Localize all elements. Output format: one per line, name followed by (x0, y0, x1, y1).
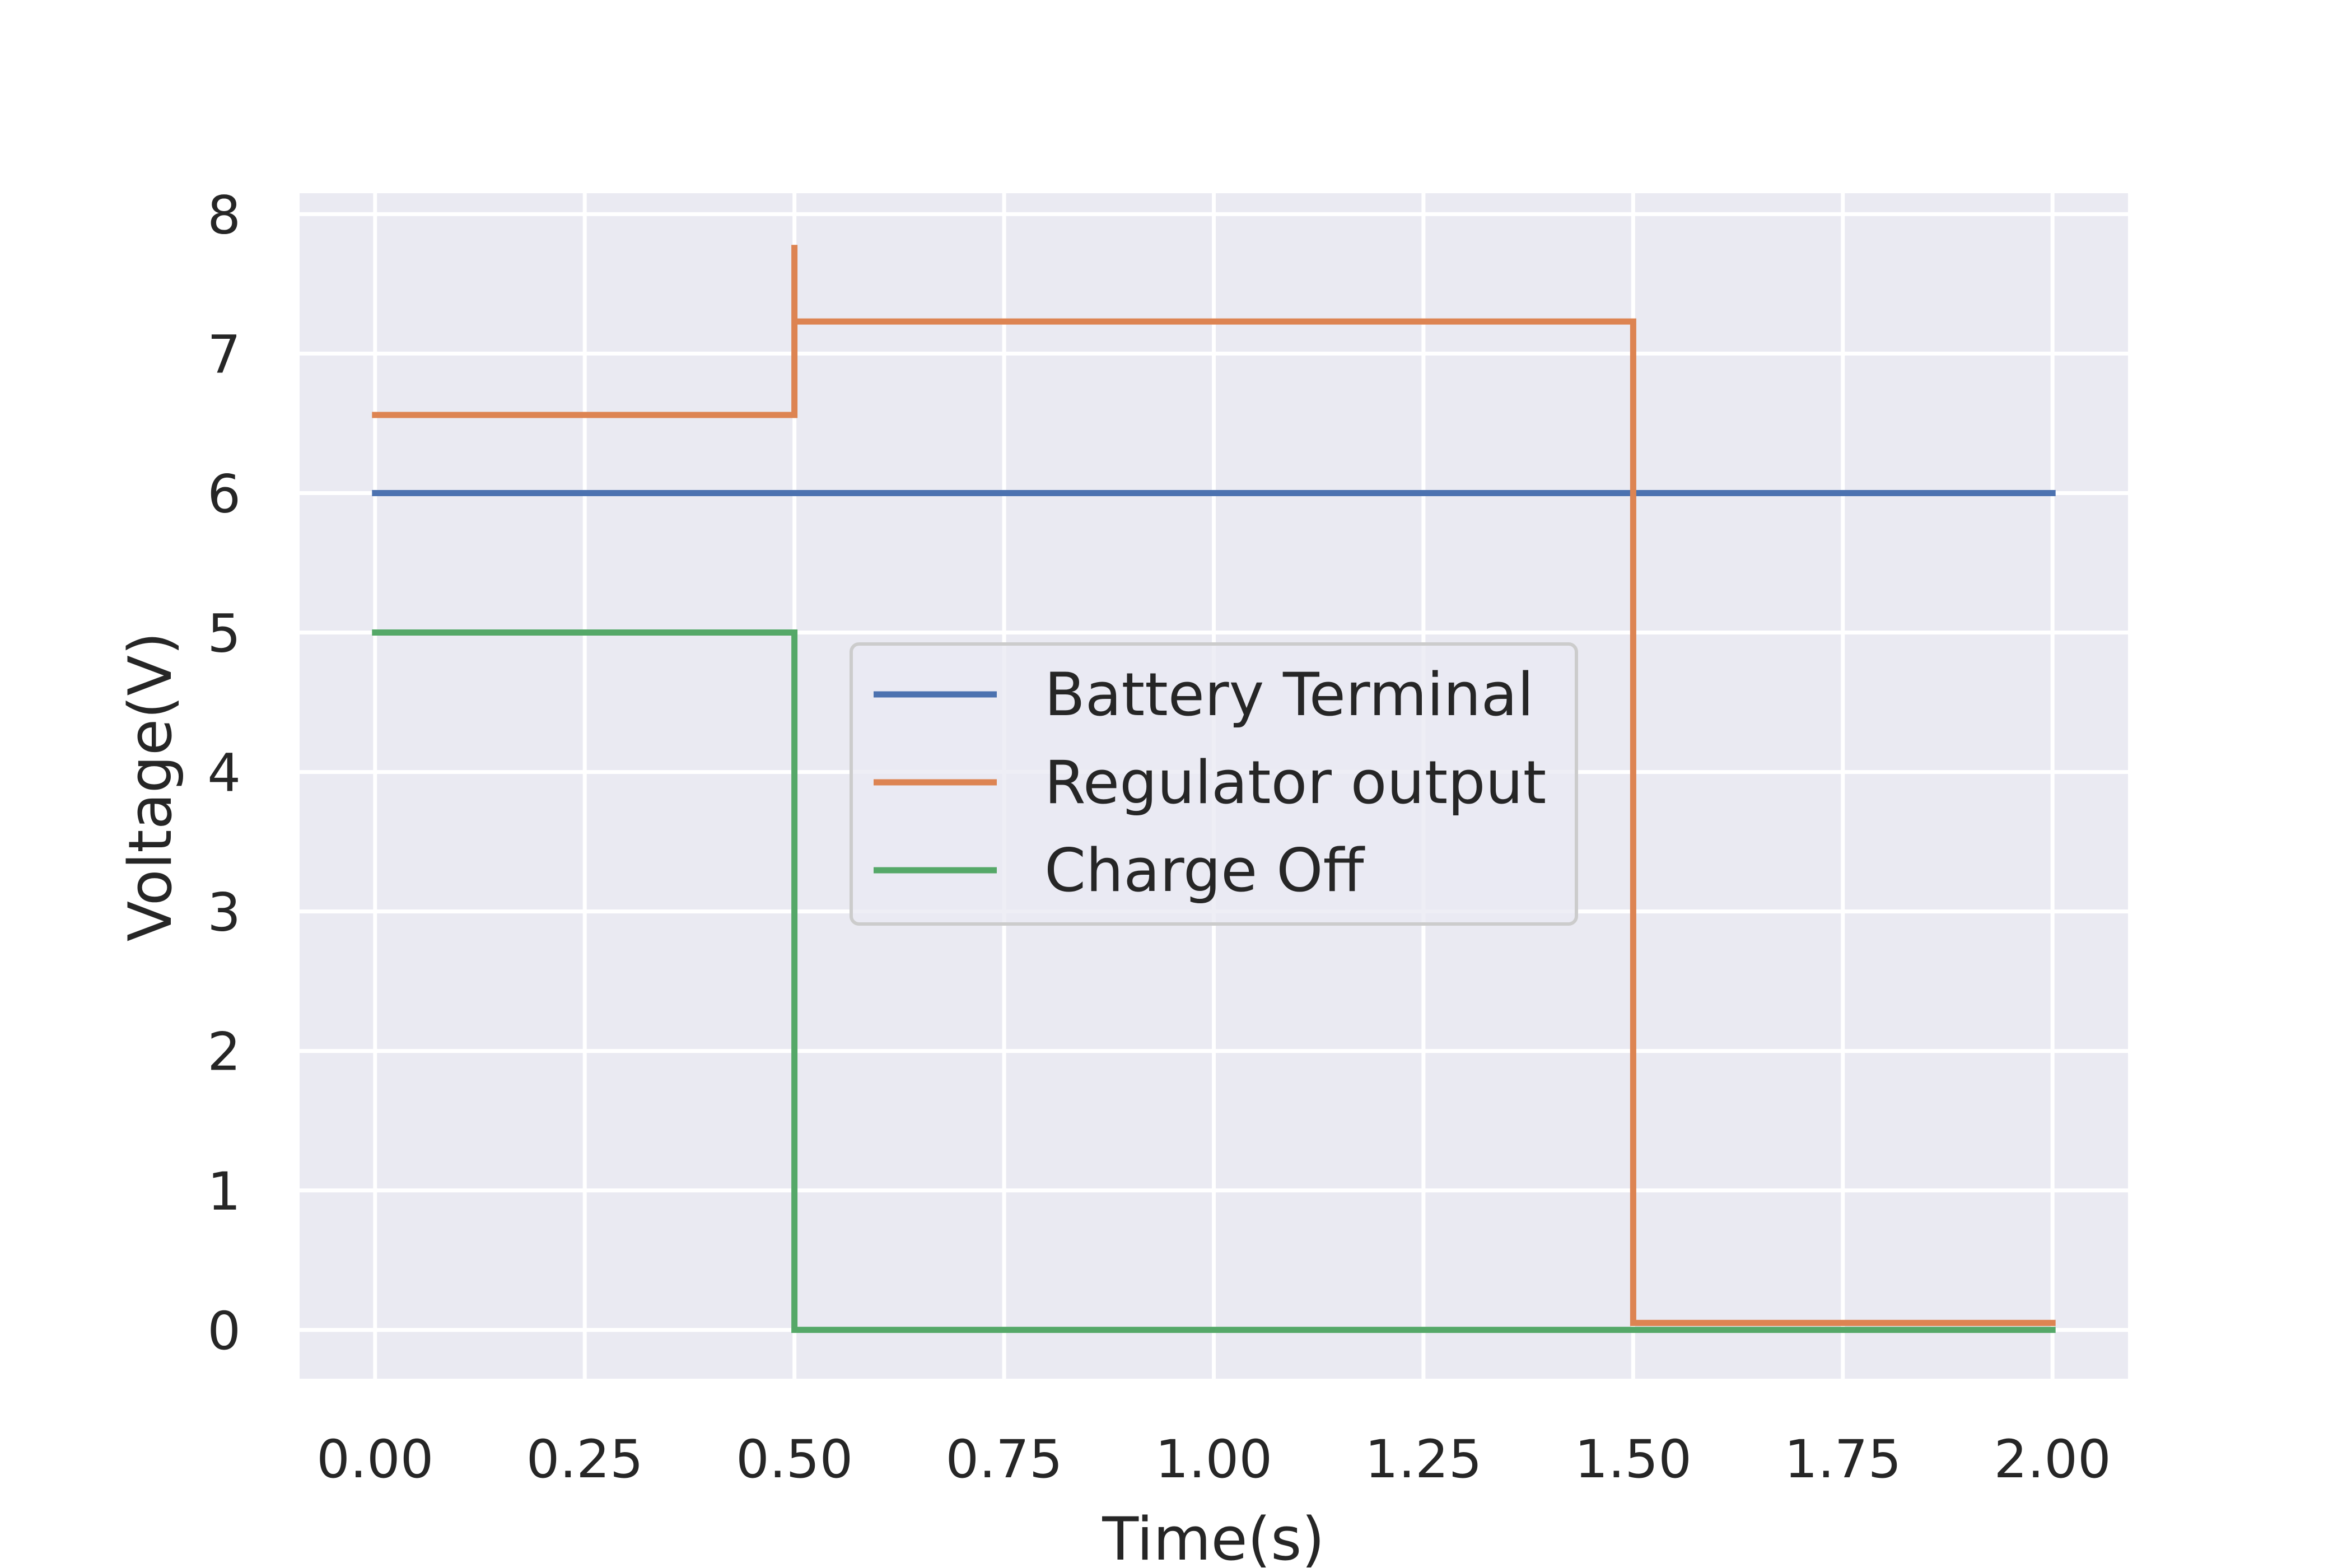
x-tick-label: 1.75 (1784, 1429, 1901, 1490)
y-tick-label: 4 (207, 743, 241, 804)
x-tick-labels: 0.00 0.25 0.50 0.75 1.00 1.25 1.50 1.75 2.00 (316, 1429, 2111, 1490)
y-tick-labels: 0 1 2 3 4 5 6 7 8 (207, 185, 241, 1361)
y-tick-label: 1 (207, 1161, 241, 1222)
series-lines (372, 245, 2056, 1333)
y-tick-label: 8 (207, 185, 241, 246)
x-tick-label: 0.50 (736, 1429, 853, 1490)
x-tick-label: 0.25 (526, 1429, 643, 1490)
y-tick-label: 2 (207, 1022, 241, 1083)
x-tick-label: 1.50 (1575, 1429, 1692, 1490)
y-tick-label: 7 (207, 324, 241, 385)
x-tick-label: 0.75 (945, 1429, 1062, 1490)
y-tick-label: 3 (207, 883, 241, 944)
x-tick-label: 2.00 (1994, 1429, 2111, 1490)
y-axis-label: Voltage(V) (116, 632, 185, 942)
y-tick-label: 6 (207, 464, 241, 525)
series-line-2 (372, 245, 2056, 1326)
x-tick-label: 0.00 (316, 1429, 433, 1490)
legend-label: Regulator output (1044, 748, 1546, 817)
legend: Battery Terminal Regulator output Charge O… (850, 642, 1578, 926)
legend-box (850, 642, 1578, 926)
legend-label: Battery Terminal (1044, 660, 1534, 729)
y-tick-label: 5 (207, 604, 241, 665)
x-axis-label: Time(s) (1102, 1505, 1324, 1568)
y-tick-label: 0 (207, 1301, 241, 1362)
x-tick-label: 1.25 (1365, 1429, 1482, 1490)
series-line-3 (372, 629, 2056, 1333)
x-tick-label: 1.00 (1155, 1429, 1272, 1490)
legend-label: Charge Off (1044, 836, 1365, 905)
